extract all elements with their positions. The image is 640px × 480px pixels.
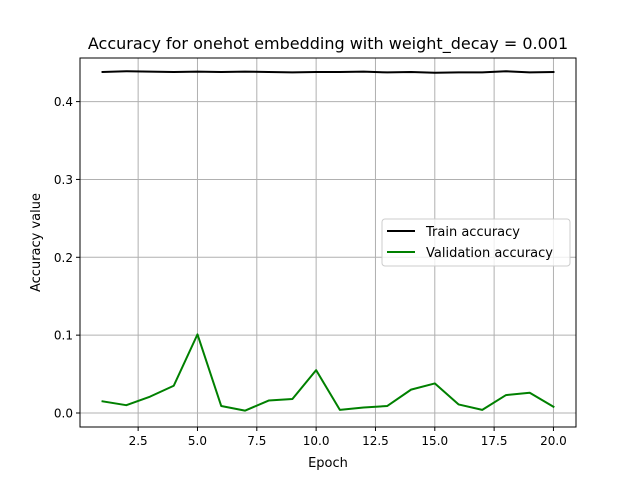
y-axis-label: Accuracy value [29,193,44,292]
y-tick-label: 0.1 [54,329,73,343]
y-tick-label: 0.3 [54,173,73,187]
x-tick-label: 5.0 [188,434,207,448]
x-axis-label: Epoch [308,456,348,471]
y-tick-label: 0.2 [54,251,73,265]
y-tick-label: 0.4 [54,95,73,109]
axis-ticks: 2.5 5.0 7.5 10.0 12.5 15.0 17.5 20.0 0.0 0.1 0.2 0.… [54,95,567,448]
x-tick-label: 20.0 [540,434,567,448]
y-tick-label: 0.0 [54,406,73,420]
x-tick-label: 12.5 [362,434,389,448]
legend: Train accuracy Validation accuracy [381,218,571,267]
x-tick-label: 15.0 [421,434,448,448]
train-accuracy-line [101,70,555,74]
legend-label-validation: Validation accuracy [426,246,553,261]
x-tick-label: 10.0 [303,434,330,448]
legend-label-train: Train accuracy [425,225,520,240]
validation-accuracy-line [101,333,555,412]
plot-frame [79,57,577,428]
x-tick-label: 7.5 [247,434,266,448]
series-lines [101,70,555,412]
x-tick-label: 17.5 [481,434,508,448]
legend-box [381,218,571,267]
x-tick-label: 2.5 [129,434,148,448]
chart-title: Accuracy for onehot embedding with weigh… [88,34,568,54]
